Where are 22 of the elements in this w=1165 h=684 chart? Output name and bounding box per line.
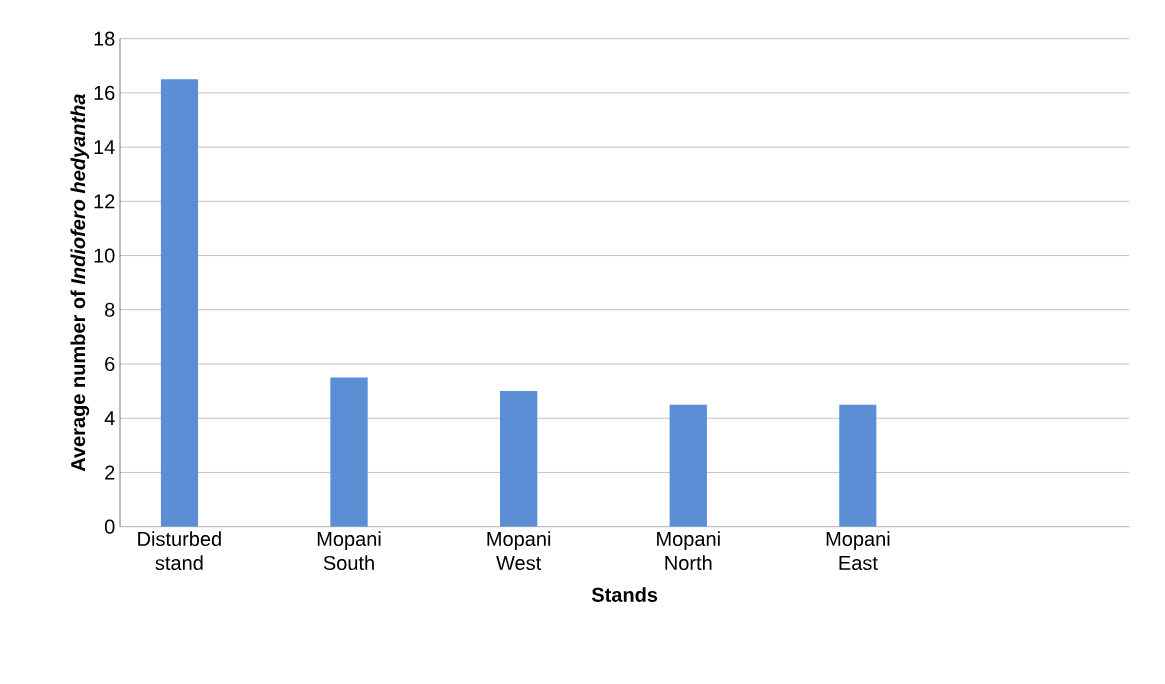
bar [160, 79, 199, 527]
bar [330, 377, 368, 527]
y-tick-label: 16 [94, 85, 115, 100]
y-tick-label: 8 [105, 302, 115, 317]
bar [669, 404, 707, 527]
x-tick-label: Mopani East [826, 531, 890, 571]
y-tick-label: 14 [94, 140, 115, 154]
y-tick-label: 6 [105, 356, 115, 372]
x-tick-label: Mopani West [487, 531, 551, 571]
y-tick-label: 4 [104, 411, 115, 426]
x-axis-title: Stands [591, 587, 658, 602]
x-tick-label: Mopani South [317, 531, 381, 571]
y-tick-label: 18 [94, 31, 115, 46]
y-tick-label: 2 [105, 465, 115, 480]
x-tick-label: Mopani North [657, 531, 720, 571]
bar [499, 391, 538, 527]
y-tick-label: 0 [104, 519, 115, 534]
y-axis-title: Average number of Indiofero hedyantha [70, 94, 90, 472]
x-tick-label: Disturbed stand [138, 531, 221, 571]
y-tick-label: 10 [94, 248, 115, 263]
y-tick-label: 12 [94, 194, 115, 209]
bar [839, 404, 877, 527]
